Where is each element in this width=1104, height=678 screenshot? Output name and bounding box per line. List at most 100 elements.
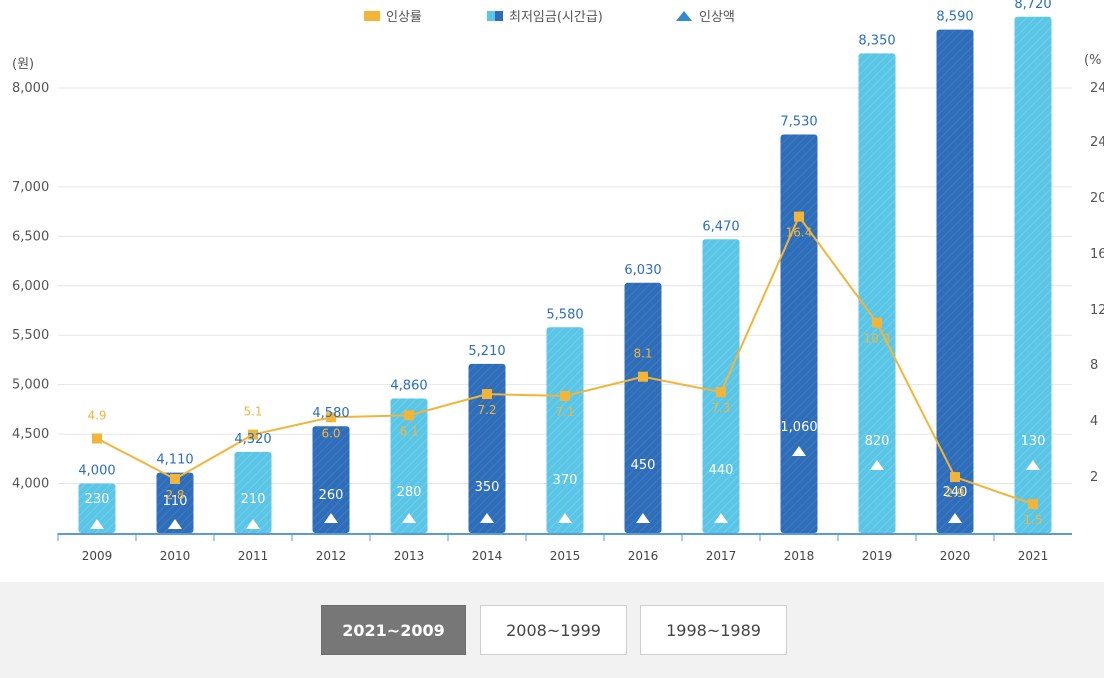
y-right-tick-label: 24 — [1090, 135, 1104, 150]
y-left-tick-label: 5,500 — [12, 328, 49, 343]
y-right-tick-label: 8 — [1090, 358, 1098, 373]
y-right-tick-label: 12 — [1090, 303, 1104, 318]
amount-triangle-icon — [402, 513, 416, 523]
wage-value-label: 4,580 — [312, 406, 349, 421]
amount-value-label: 440 — [709, 463, 734, 478]
y-right-tick-label: 20 — [1090, 191, 1104, 206]
rate-value-label: 2.9 — [945, 486, 964, 500]
wage-bar — [780, 134, 818, 533]
amount-value-label: 820 — [865, 434, 890, 449]
wage-value-label: 8,350 — [858, 33, 895, 48]
amount-triangle-icon — [480, 513, 494, 523]
rate-point — [326, 412, 336, 423]
amount-triangle-icon — [246, 519, 260, 529]
y-left-tick-label: 5,000 — [12, 378, 49, 393]
amount-triangle-icon — [558, 513, 572, 523]
wage-value-label: 5,580 — [546, 307, 583, 322]
range-button-2008-1999[interactable]: 2008~1999 — [480, 605, 627, 655]
rate-value-label: 7.3 — [711, 401, 730, 415]
wage-value-label: 6,030 — [624, 263, 661, 278]
x-tick-label: 2013 — [394, 549, 425, 563]
y-left-tick-label: 4,500 — [12, 427, 49, 442]
rate-value-label: 16.4 — [786, 226, 813, 240]
wage-bar — [702, 239, 740, 534]
amount-value-label: 280 — [397, 485, 422, 500]
rate-point — [794, 211, 804, 222]
rate-value-label: 8.1 — [633, 347, 652, 361]
rate-value-label: 5.1 — [243, 405, 262, 419]
y-left-tick-label: 7,000 — [12, 180, 49, 195]
x-tick-label: 2011 — [238, 549, 269, 563]
y-right-tick-label: 2 — [1090, 470, 1098, 485]
legend-amount-label: 인상액 — [699, 10, 735, 25]
range-button-1998-1989[interactable]: 1998~1989 — [640, 605, 787, 655]
amount-triangle-icon — [948, 513, 962, 523]
amount-value-label: 130 — [1021, 434, 1046, 449]
wage-bar — [312, 426, 350, 533]
wage-value-label: 5,210 — [468, 344, 505, 359]
x-tick-label: 2018 — [784, 549, 815, 563]
y-left-tick-label: 4,000 — [12, 477, 49, 492]
amount-triangle-icon — [714, 513, 728, 523]
wage-bar — [624, 282, 662, 533]
x-tick-label: 2012 — [316, 549, 347, 563]
rate-point — [92, 433, 102, 444]
y-right-tick-label: 16 — [1090, 247, 1104, 262]
left-axis-unit: (원) — [12, 57, 35, 72]
wage-value-label: 7,530 — [780, 114, 817, 129]
x-tick-label: 2009 — [82, 549, 113, 563]
legend-wage-swatch — [487, 10, 503, 21]
x-tick-label: 2019 — [862, 549, 893, 563]
x-tick-label: 2020 — [940, 549, 971, 563]
wage-bar — [546, 327, 584, 533]
wage-bar — [858, 53, 896, 534]
amount-triangle-icon — [324, 513, 338, 523]
wage-value-label: 4,000 — [78, 464, 115, 479]
rate-value-label: 7.2 — [477, 403, 496, 417]
rate-point — [482, 389, 492, 400]
x-tick-label: 2015 — [550, 549, 581, 563]
legend-wage: 최저임금(시간급) — [487, 6, 603, 25]
legend-rate-swatch — [364, 10, 380, 21]
amount-value-label: 210 — [241, 492, 266, 507]
rate-point — [872, 317, 882, 328]
amount-value-label: 350 — [475, 480, 500, 495]
wage-bar — [390, 398, 428, 533]
amount-triangle-icon — [636, 513, 650, 523]
rate-point — [248, 429, 258, 440]
amount-triangle-icon — [870, 460, 884, 470]
amount-value-label: 260 — [319, 488, 344, 503]
triangle-icon — [676, 10, 692, 21]
rate-value-label: 10.9 — [864, 332, 891, 346]
right-axis-unit: (% — [1084, 53, 1102, 68]
wage-bar — [234, 451, 272, 533]
x-tick-label: 2021 — [1018, 549, 1049, 563]
wage-value-label: 4,860 — [390, 379, 427, 394]
amount-value-label: 110 — [163, 494, 188, 509]
wage-value-label: 8,720 — [1014, 0, 1051, 12]
wage-value-label: 6,470 — [702, 219, 739, 234]
x-tick-label: 2014 — [472, 549, 503, 563]
rate-point — [170, 473, 180, 484]
rate-point — [404, 410, 414, 421]
amount-value-label: 1,060 — [780, 420, 817, 435]
x-tick-label: 2010 — [160, 549, 191, 563]
wage-value-label: 4,110 — [156, 453, 193, 468]
rate-value-label: 7.1 — [555, 405, 574, 419]
rate-point — [1028, 499, 1038, 510]
wage-value-label: 8,590 — [936, 10, 973, 25]
legend-wage-label: 최저임금(시간급) — [509, 10, 603, 25]
amount-value-label: 450 — [631, 458, 656, 473]
amount-triangle-icon — [792, 446, 806, 456]
chart: 4,000 4,500 5,000 5,500 6,000 6,500 7,000 8,000… — [12, 0, 1104, 563]
amount-value-label: 230 — [85, 492, 110, 507]
wage-bar — [78, 483, 116, 533]
rate-point — [950, 472, 960, 483]
y-left-tick-label: 8,000 — [12, 81, 49, 96]
wage-value-label: 4,320 — [234, 432, 271, 447]
range-button-2021-2009[interactable]: 2021~2009 — [321, 605, 466, 655]
amount-triangle-icon — [168, 519, 182, 529]
wage-bar — [1014, 16, 1052, 534]
amount-value-label: 370 — [553, 473, 578, 488]
y-right-tick-label: 4 — [1090, 414, 1098, 429]
